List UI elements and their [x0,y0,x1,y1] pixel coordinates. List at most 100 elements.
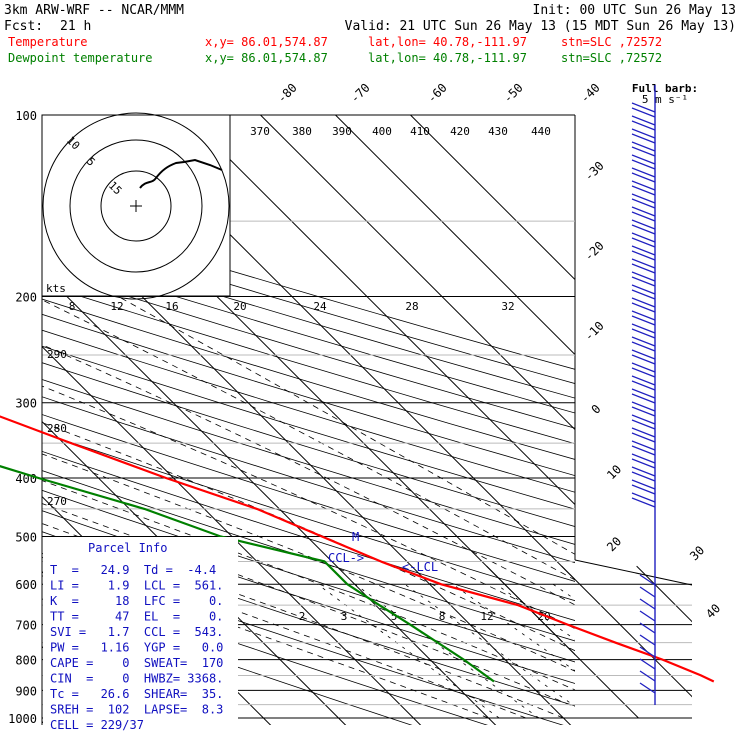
dry-adiabat [42,254,575,414]
wind-barb [631,297,656,313]
theta-e-labels: 370 380 390 400 410 420 430 440 [250,125,551,138]
speed-tick-16: 16 [165,300,178,313]
lcl-marker: <-LCL [402,560,438,574]
wind-barb [631,427,656,443]
isotherm-label--20: -20 [582,239,607,264]
pressure-label-800: 800 [15,654,37,668]
pressure-label-1000: 1000 [8,712,37,726]
pressure-label-700: 700 [15,619,37,633]
theta-e-label-370: 370 [250,125,270,138]
pressure-label-300: 300 [15,397,37,411]
theta-e-label-400: 400 [372,125,392,138]
isotherm-label-30: 30 [687,543,707,563]
wind-barb [631,206,656,222]
wind-barb [631,453,656,469]
wind-barb [631,310,656,326]
speed-tick-12: 12 [110,300,123,313]
wind-barb [631,336,656,352]
ccl-marker: CCL-> [328,551,364,565]
isotherm-ext [561,565,692,698]
wind-barb [639,670,656,682]
dry-adiabat [42,345,575,510]
isotherm-line [334,115,575,356]
speed-tick-24: 24 [313,300,327,313]
dewpoint-station: stn=SLC ,72572 [561,51,662,65]
barb-legend-title: Full barb: [632,82,698,95]
theta-e-label-430: 430 [488,125,508,138]
mixing-ratio-label-12: 12 [480,610,493,623]
wind-barbs [631,102,656,694]
wind-barb [631,388,656,404]
mixing-ratio-line [404,583,575,707]
isotherm-line [259,115,575,431]
wind-barb [639,598,656,610]
mixing-ratio-line [452,583,575,672]
isotherm-label-10: 10 [604,462,624,482]
wind-barb [631,323,656,339]
theta-label-280: 280 [47,422,67,435]
isotherm-label-20: 20 [604,534,624,554]
theta-label-270: 270 [47,495,67,508]
mixing-ratio-line [317,583,500,719]
dry-adiabat [42,283,575,445]
dry-adiabat [42,268,575,429]
parcel-info-row: CIN = 0 HWBZ= 3368. [50,672,223,686]
wind-barb [631,271,656,287]
wind-barb [639,622,656,634]
pressure-label-600: 600 [15,578,37,592]
parcel-info-row: LI = 1.9 LCL = 561. [50,579,223,593]
parcel-info-row: K = 18 LFC = 0. [50,594,223,608]
dewpoint-profile [0,465,495,683]
mixing-ratio-label-5: 5 [391,610,398,623]
mixing-ratio-label-8: 8 [439,610,446,623]
isotherm-label-0: 0 [589,402,604,417]
dry-adiabat [42,313,575,477]
theta-e-label-420: 420 [450,125,470,138]
wind-barb [631,440,656,456]
isotherms [486,115,692,719]
dry-adiabat [42,450,575,621]
model-title: 3km ARW-WRF -- NCAR/MMM [4,3,184,18]
isotherm-line [42,420,347,725]
speed-tick-32: 32 [501,300,514,313]
plot-right-diag [574,559,692,586]
wind-barb [631,362,656,378]
init-time: Init: 00 UTC Sun 26 May 13 [533,3,737,18]
parcel-info-box: Parcel Info T = 24.9 Td = -4.4 LI = 1.9 L… [43,537,238,732]
temperature-profile [0,415,715,683]
isotherm-line [42,345,422,725]
pressure-label-200: 200 [15,291,37,305]
parcel-info-row: Tc = 26.6 SHEAR= 35. [50,687,223,701]
wind-barb [631,375,656,391]
wind-barb [639,682,656,694]
isotherm-line [409,115,575,281]
wind-barb [631,102,656,118]
theta-e-label-390: 390 [332,125,352,138]
dry-adiabat [42,598,413,725]
barb-legend-units: 5 m s⁻¹ [642,93,688,106]
theta-e-label-380: 380 [292,125,312,138]
temperature-station: stn=SLC ,72572 [561,35,662,49]
isotherm-label--30: -30 [582,159,607,184]
pressure-label-100: 100 [15,109,37,123]
dry-adiabat [42,329,575,493]
dry-adiabat [42,470,575,642]
wind-barb [639,658,656,670]
wind-barb [639,586,656,598]
isotherm-label--60: -60 [425,81,450,106]
dry-adiabat [42,575,489,725]
theta-labels: 290 280 270 [47,348,67,508]
theta-e-label-410: 410 [410,125,430,138]
wind-barb [631,258,656,274]
dry-adiabat [42,414,575,582]
wind-barb [639,610,656,622]
speed-tick-labels: 8 12 16 20 24 28 32 [69,300,515,313]
wind-barb [631,193,656,209]
wind-barb [631,284,656,300]
parcel-info-row: SVI = 1.7 CCL = 543. [50,625,223,639]
parcel-info-row: TT = 47 EL = 0. [50,610,223,624]
parcel-info-row: PW = 1.16 YGP = 0.0 [50,641,223,655]
wind-barb [639,634,656,646]
